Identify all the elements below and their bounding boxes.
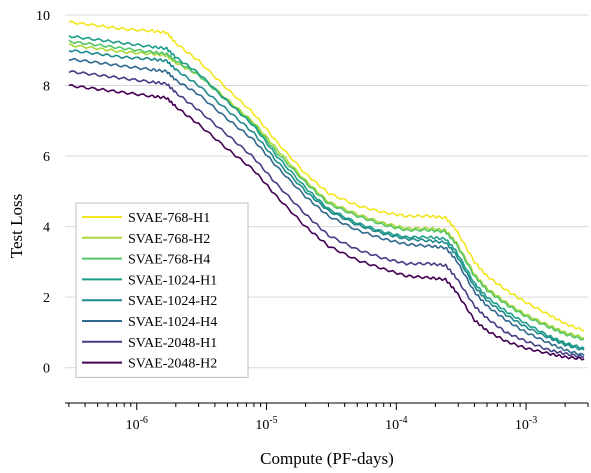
x-tick-label: 10-3 [515, 415, 537, 433]
y-tick-label: 2 [43, 291, 50, 306]
legend-label: SVAE-1024-H4 [128, 315, 217, 330]
x-axis-label: Compute (PF-days) [260, 449, 394, 468]
series-line [68, 39, 585, 341]
y-tick-label: 0 [43, 362, 50, 377]
y-tick-label: 6 [43, 150, 50, 165]
series-line [68, 70, 585, 358]
legend-label: SVAE-1024-H1 [128, 273, 217, 288]
legend: SVAE-768-H1 SVAE-768-H2 SVAE-768-H4 SVAE-10… [75, 202, 249, 378]
series-line [68, 43, 585, 340]
x-tick-label: 10-4 [385, 415, 407, 433]
series-line [68, 83, 585, 361]
legend-label: SVAE-1024-H2 [128, 294, 217, 309]
series-lines [68, 20, 585, 361]
legend-label: SVAE-2048-H1 [128, 336, 217, 351]
y-tick-label: 4 [43, 221, 50, 236]
legend-box [75, 202, 249, 378]
y-tick-label: 10 [36, 9, 50, 24]
series-line [68, 57, 585, 357]
x-tick-label: 10-5 [255, 415, 277, 433]
legend-label: SVAE-768-H2 [128, 232, 210, 247]
legend-label: SVAE-768-H4 [128, 253, 210, 268]
x-tick-label: 10-6 [126, 415, 148, 433]
axes: 0 2 4 6 8 10 10-6 10-5 10-4 10-3 [36, 9, 589, 433]
series-line [68, 49, 585, 351]
y-axis-label: Test Loss [7, 194, 26, 258]
legend-label: SVAE-2048-H2 [128, 357, 217, 372]
series-line [68, 20, 585, 332]
legend-label: SVAE-768-H1 [128, 211, 210, 226]
y-tick-label: 8 [43, 80, 50, 95]
